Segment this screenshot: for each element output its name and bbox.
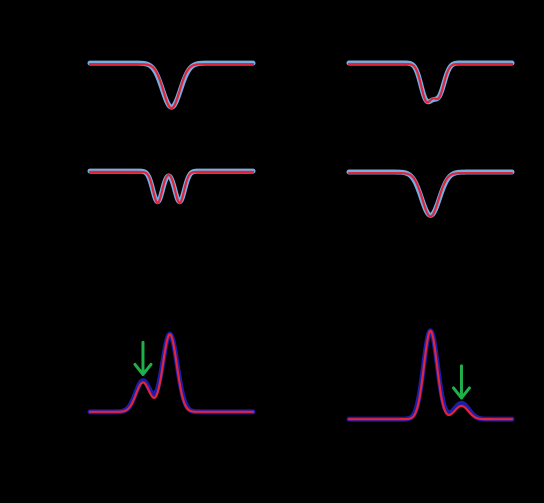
- arrow-head: [133, 362, 153, 376]
- panel-bottom-left: [87, 331, 256, 415]
- arrow-head: [451, 386, 471, 400]
- fit-series-line: [347, 62, 514, 104]
- fit-series-line: [347, 329, 514, 421]
- panel-middle-left: [87, 168, 256, 205]
- fit-series-line: [88, 63, 255, 110]
- panel-middle-right: [346, 169, 515, 218]
- fit-series-line: [88, 333, 255, 413]
- panel-top-left: [87, 60, 256, 110]
- panel-bottom-right: [346, 328, 515, 422]
- down-arrow-icon: [133, 340, 153, 376]
- fit-series-line: [347, 171, 514, 218]
- down-arrow-icon: [451, 364, 471, 400]
- panel-top-right: [346, 60, 515, 105]
- fit-series-line: [88, 170, 255, 204]
